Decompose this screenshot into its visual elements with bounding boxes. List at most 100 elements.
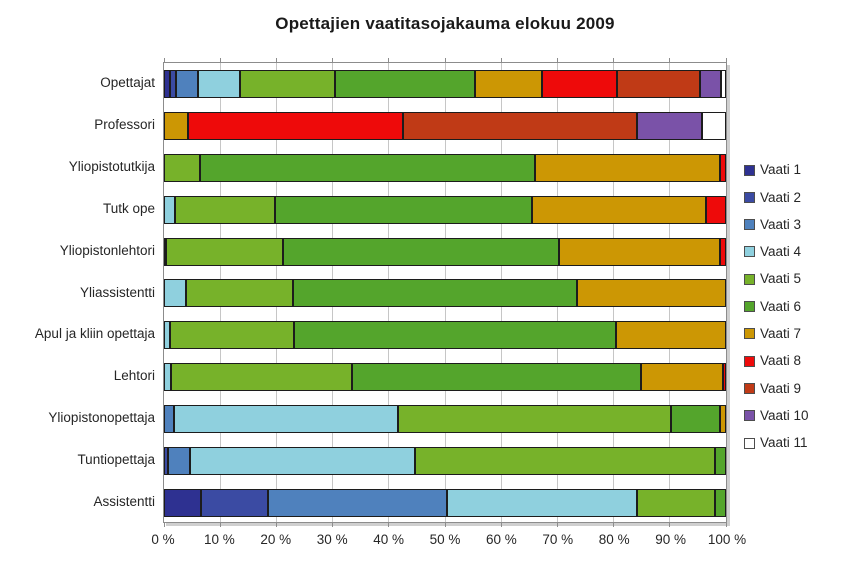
bar-row	[164, 482, 726, 524]
bar-segment	[616, 321, 726, 350]
stacked-bar	[164, 321, 726, 350]
legend-swatch-icon	[744, 219, 755, 231]
axis-tick	[332, 523, 334, 527]
bar-segment	[474, 69, 542, 98]
stacked-bar	[164, 195, 726, 224]
axis-tick	[725, 523, 727, 527]
bar-segment	[169, 321, 295, 350]
axis-tick	[500, 58, 502, 62]
bar-segment	[201, 489, 268, 518]
legend-label: Vaati 3	[760, 216, 802, 232]
axis-tick	[388, 523, 390, 527]
bar-segment	[720, 153, 726, 182]
legend-swatch-icon	[744, 410, 755, 422]
bar-segment	[164, 195, 176, 224]
bar-segment	[164, 153, 200, 182]
bar-segment	[164, 69, 170, 98]
legend-swatch-icon	[744, 164, 755, 176]
bar-segment	[169, 69, 177, 98]
x-axis-label: 40 %	[373, 532, 404, 547]
bar-segment	[164, 111, 189, 140]
bar-row	[164, 314, 726, 356]
legend-item: Vaati 2	[744, 190, 801, 204]
x-axis-label: 70 %	[542, 532, 574, 547]
stacked-bar	[164, 489, 726, 518]
legend-swatch-icon	[744, 191, 755, 203]
bar-row	[164, 105, 726, 147]
legend-label: Vaati 2	[760, 189, 802, 205]
bar-segment	[640, 363, 724, 392]
axis-tick	[613, 58, 615, 62]
stacked-bar	[164, 279, 726, 308]
axis-tick	[669, 523, 671, 527]
legend-label: Vaati 7	[760, 326, 802, 342]
axis-tick	[444, 523, 446, 527]
category-label: Lehtori	[113, 368, 155, 384]
category-label: Yliassistentti	[79, 284, 155, 300]
bar-segment	[403, 111, 637, 140]
bar-segment	[636, 489, 715, 518]
axis-tick	[556, 523, 558, 527]
bar-row	[164, 63, 726, 105]
axis-tick	[219, 523, 221, 527]
x-axis-label: 80 %	[598, 532, 630, 547]
bar-segment	[706, 195, 726, 224]
bar-segment	[714, 447, 726, 476]
stacked-bar	[164, 153, 726, 182]
category-label: Assistentti	[93, 494, 155, 510]
axis-tick	[500, 523, 502, 527]
bar-segment	[351, 363, 641, 392]
stacked-bar	[164, 447, 726, 476]
legend-item: Vaati 6	[744, 300, 801, 314]
bar-segment	[164, 279, 187, 308]
x-axis-label: 100 %	[707, 532, 747, 547]
bar-segment	[617, 69, 700, 98]
x-axis-label: 60 %	[486, 532, 517, 547]
legend-swatch-icon	[744, 301, 755, 312]
bar-segment	[531, 195, 707, 224]
legend-label: Vaati 10	[760, 407, 809, 423]
bar-segment	[164, 447, 168, 476]
legend-item: Vaati 9	[744, 381, 801, 395]
legend-label: Vaati 1	[760, 162, 802, 178]
stacked-bar	[164, 237, 726, 266]
legend-item: Vaati 10	[744, 409, 809, 423]
legend-label: Vaati 5	[760, 271, 802, 287]
axis-tick	[332, 58, 334, 62]
legend-item: Vaati 8	[744, 354, 801, 368]
bar-segment	[577, 279, 726, 308]
legend-swatch-icon	[744, 437, 755, 449]
stacked-bar	[164, 111, 726, 140]
bar-segment	[721, 69, 726, 98]
legend-label: Vaati 6	[760, 298, 802, 314]
bar-segment	[164, 405, 174, 434]
bar-segment	[723, 363, 726, 392]
bar-segment	[175, 195, 275, 224]
legend-item: Vaati 4	[744, 245, 801, 259]
bar-row	[164, 356, 726, 398]
legend-item: Vaati 11	[744, 436, 808, 450]
bar-segment	[719, 237, 726, 266]
legend-swatch-icon	[744, 328, 755, 340]
bar-segment	[636, 111, 703, 140]
axis-tick	[275, 58, 277, 62]
category-label: Yliopistotutkija	[68, 158, 155, 174]
bar-segment	[534, 153, 721, 182]
category-label: Opettajat	[100, 74, 155, 90]
chart-title: Opettajien vaatitasojakauma elokuu 2009	[275, 14, 615, 33]
legend-label: Vaati 4	[760, 244, 802, 260]
bar-segment	[398, 405, 672, 434]
bar-segment	[415, 447, 715, 476]
category-label: Professori	[94, 116, 155, 132]
bar-segment	[164, 489, 202, 518]
axis-tick	[444, 58, 446, 62]
x-axis-label: 30 %	[316, 532, 348, 547]
x-axis-label: 0 %	[151, 532, 175, 547]
legend-label: Vaati 11	[760, 435, 808, 451]
axis-tick	[388, 58, 390, 62]
bar-segment	[446, 489, 637, 518]
category-label: Tuntiopettaja	[77, 452, 155, 468]
legend-label: Vaati 8	[760, 353, 802, 369]
bar-segment	[167, 447, 190, 476]
